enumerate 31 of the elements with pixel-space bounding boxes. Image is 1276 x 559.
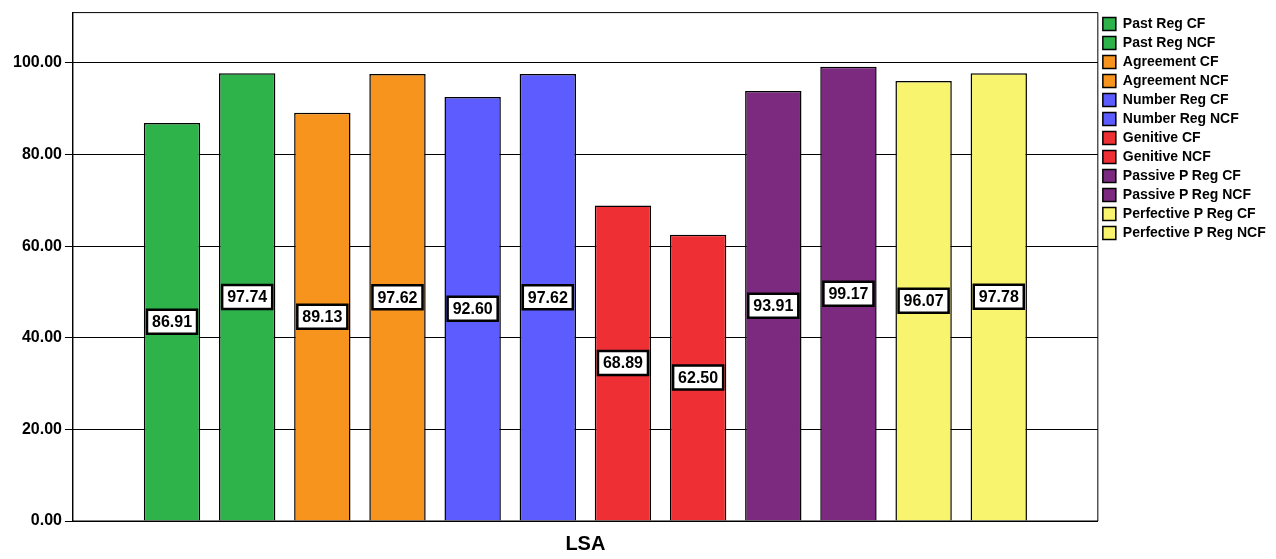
y-tick-label: 100.00 (13, 53, 63, 71)
data-label: 62.50 (678, 369, 719, 387)
legend-label: Perfective P Reg CF (1122, 204, 1257, 221)
legend-label: Agreement CF (1122, 52, 1219, 69)
data-label: 96.07 (903, 292, 944, 310)
legend-label: Passive P Reg CF (1122, 166, 1242, 183)
data-label: 97.74 (227, 288, 268, 306)
data-label: 99.17 (828, 285, 869, 303)
data-label: 68.89 (602, 354, 644, 372)
legend-label: Genitive CF (1122, 128, 1202, 145)
legend-label: Genitive NCF (1122, 147, 1212, 164)
y-tick-label: 0.00 (30, 511, 63, 529)
data-label: 97.62 (527, 288, 568, 306)
legend-label: Perfective P Reg NCF (1122, 223, 1267, 240)
legend-label: Passive P Reg NCF (1122, 185, 1252, 202)
legend-label: Number Reg NCF (1122, 109, 1240, 126)
legend-label: Past Reg CF (1122, 14, 1206, 31)
data-label: 86.91 (151, 313, 193, 331)
legend-label: Number Reg CF (1122, 90, 1230, 107)
data-label: 92.60 (452, 300, 493, 318)
data-label: 97.78 (978, 288, 1019, 306)
data-label: 89.13 (302, 308, 343, 326)
y-tick-label: 80.00 (21, 144, 63, 162)
legend-label: Agreement NCF (1122, 71, 1230, 88)
y-tick-label: 20.00 (21, 419, 63, 437)
legend-label: Past Reg NCF (1122, 33, 1216, 50)
y-tick-label: 40.00 (21, 328, 63, 346)
y-tick-label: 60.00 (21, 236, 63, 254)
data-label: 93.91 (753, 297, 794, 315)
x-tick-label: LSA (565, 531, 606, 554)
data-label: 97.62 (377, 288, 418, 306)
